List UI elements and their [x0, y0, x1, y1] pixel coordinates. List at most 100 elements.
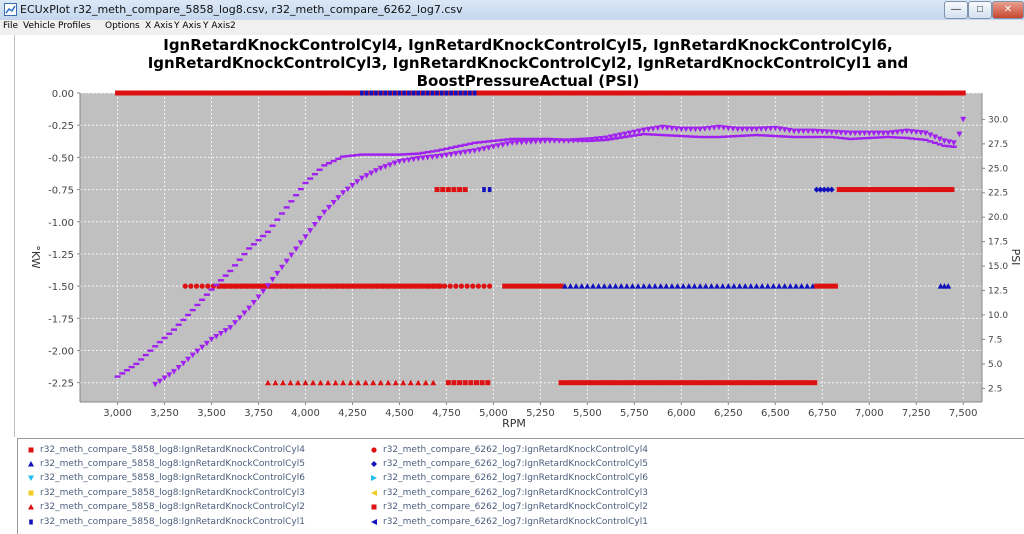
data-point	[291, 283, 297, 289]
data-point	[862, 187, 868, 193]
data-point	[454, 90, 458, 96]
y2-tick-label: 20.0	[988, 213, 1008, 223]
data-point	[776, 283, 783, 289]
data-point	[468, 90, 472, 96]
y-axis-label: °KW	[29, 245, 42, 268]
menu-x-axis[interactable]: X Axis	[145, 21, 173, 31]
data-point	[755, 380, 761, 386]
data-point	[462, 149, 469, 156]
data-point	[909, 90, 915, 96]
data-point	[567, 380, 573, 386]
data-point	[781, 283, 788, 289]
data-point	[331, 90, 337, 96]
data-point	[668, 134, 675, 137]
data-point	[474, 380, 480, 386]
data-point	[720, 135, 727, 138]
data-point	[268, 283, 274, 289]
data-point	[254, 283, 260, 289]
data-point	[640, 283, 647, 289]
data-point	[505, 90, 511, 96]
data-point	[213, 90, 219, 96]
data-point	[949, 187, 955, 193]
data-point	[269, 224, 276, 227]
data-point	[279, 212, 286, 215]
data-point	[836, 187, 842, 193]
data-point	[482, 187, 486, 193]
data-point	[818, 283, 824, 289]
data-point	[764, 283, 771, 289]
data-point	[269, 277, 276, 283]
data-point	[376, 283, 382, 289]
data-point	[732, 380, 738, 386]
x-tick-label: 7,500	[949, 408, 978, 419]
data-point	[283, 258, 290, 265]
data-point	[758, 90, 764, 96]
data-point	[751, 380, 757, 386]
data-point	[481, 146, 488, 152]
menu-y-axis[interactable]: Y Axis	[174, 21, 202, 31]
data-point	[399, 283, 405, 289]
data-point	[828, 129, 835, 136]
data-point	[880, 130, 887, 137]
data-point	[504, 138, 511, 141]
data-point	[650, 133, 657, 136]
data-point	[608, 90, 614, 96]
data-point	[240, 283, 246, 289]
data-point	[369, 90, 374, 96]
data-point	[542, 138, 549, 145]
data-point	[528, 139, 534, 145]
close-button[interactable]: ✕	[992, 1, 1024, 19]
y-tick-label: -1.50	[48, 282, 74, 293]
data-point	[876, 90, 882, 96]
data-point	[727, 380, 733, 386]
data-point	[340, 190, 347, 196]
data-point	[932, 90, 938, 96]
menu-options[interactable]: Options	[105, 21, 140, 31]
data-point	[741, 380, 747, 386]
data-point	[542, 90, 548, 96]
data-point	[859, 187, 865, 193]
legend-panel: r32_meth_compare_5858_log8:IgnRetardKnoc…	[17, 438, 1024, 534]
data-point	[946, 145, 953, 148]
data-point	[556, 90, 562, 96]
data-point	[758, 134, 765, 137]
data-point	[241, 252, 248, 256]
data-point	[908, 187, 914, 193]
data-point	[451, 380, 457, 386]
data-point	[424, 150, 431, 154]
data-point	[325, 379, 332, 386]
data-point	[395, 283, 401, 289]
y2-tick-label: 15.0	[988, 262, 1008, 272]
data-point	[499, 142, 506, 148]
data-point	[429, 154, 436, 161]
data-point	[643, 380, 649, 386]
data-point	[805, 90, 811, 96]
series-boost-6262-log7	[152, 116, 967, 388]
data-point	[303, 90, 308, 96]
data-point	[502, 283, 508, 289]
data-point	[332, 379, 339, 386]
data-point	[490, 90, 496, 96]
data-point	[840, 187, 846, 193]
data-point	[392, 379, 399, 386]
x-tick-label: 6,750	[808, 408, 837, 419]
maximize-button[interactable]: □	[968, 1, 992, 19]
data-point	[852, 90, 858, 96]
data-point	[802, 380, 808, 386]
data-point	[500, 90, 506, 96]
data-point	[833, 136, 840, 139]
data-point	[378, 90, 383, 96]
menu-file[interactable]: File	[3, 21, 19, 31]
menu-y-axis2[interactable]: Y Axis2	[203, 21, 236, 31]
minimize-button[interactable]: —	[944, 1, 968, 19]
data-point	[175, 323, 182, 326]
menu-vehicle-profiles[interactable]: Vehicle Profiles	[23, 21, 91, 31]
data-point	[701, 135, 708, 139]
data-point	[668, 283, 675, 289]
data-point	[260, 90, 266, 96]
data-point	[223, 90, 229, 96]
data-point	[646, 283, 653, 289]
data-point	[708, 283, 715, 289]
data-point	[664, 125, 671, 131]
data-point	[742, 283, 749, 289]
